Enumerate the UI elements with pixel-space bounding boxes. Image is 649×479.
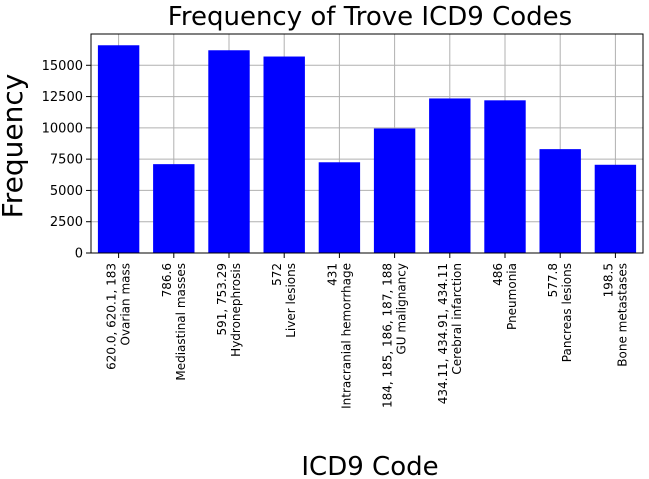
y-tick-label: 12500 bbox=[42, 90, 83, 105]
bar bbox=[97, 45, 140, 254]
x-tick-name: Bone metastases bbox=[615, 263, 629, 367]
x-tick-code: 620.0, 620.1, 183 bbox=[105, 263, 119, 370]
bar bbox=[429, 98, 471, 253]
y-tick-label: 0 bbox=[75, 247, 83, 262]
bar bbox=[539, 149, 581, 253]
x-tick-code: 198.5 bbox=[601, 263, 615, 297]
bar bbox=[153, 164, 195, 253]
x-tick-label: 198.5 Bone metastases bbox=[601, 263, 629, 367]
x-tick-name: Mediastinal masses bbox=[174, 263, 188, 381]
x-tick-name: Pancreas lesions bbox=[560, 263, 574, 362]
x-tick-code: 434.11, 434.91, 434.11 bbox=[436, 263, 450, 404]
x-tick-code: 786.6 bbox=[160, 263, 174, 297]
x-tick-label: 572 Liver lesions bbox=[270, 263, 298, 338]
x-tick-name: Liver lesions bbox=[284, 263, 298, 338]
y-tick-label: 5000 bbox=[50, 184, 83, 199]
x-tick-code: 591, 753.29 bbox=[215, 263, 229, 336]
x-tick-code: 572 bbox=[270, 263, 284, 286]
x-tick-name: Intracranial hemorrhage bbox=[339, 263, 353, 409]
y-tick-label: 10000 bbox=[42, 121, 83, 136]
bar bbox=[484, 100, 526, 253]
x-tick-name: GU malignancy bbox=[395, 263, 409, 355]
x-tick-label: 434.11, 434.91, 434.11 Cerebral infarctio… bbox=[436, 263, 464, 404]
x-tick-code: 431 bbox=[325, 263, 339, 286]
x-axis-ticks: 620.0, 620.1, 183 Ovarian mass 786.6 Medias… bbox=[105, 253, 629, 409]
x-tick-code: 184, 185, 186, 187, 188 bbox=[381, 263, 395, 408]
x-tick-label: 786.6 Mediastinal masses bbox=[160, 263, 188, 381]
x-tick-code: 486 bbox=[491, 263, 505, 286]
bar bbox=[594, 164, 637, 253]
chart-title: Frequency of Trove ICD9 Codes bbox=[168, 2, 572, 32]
x-tick-code: 577.8 bbox=[546, 263, 560, 297]
bar bbox=[373, 128, 416, 253]
y-axis-ticks: 0 2500 5000 7500 10000 12500 15000 bbox=[42, 59, 91, 262]
plot-frame bbox=[90, 33, 644, 254]
y-tick-label: 7500 bbox=[50, 153, 83, 168]
bar bbox=[263, 56, 305, 254]
x-tick-label: 486 Pneumonia bbox=[491, 263, 519, 330]
y-tick-label: 15000 bbox=[42, 59, 83, 74]
y-axis-label: Frequency bbox=[0, 74, 29, 219]
x-tick-label: 620.0, 620.1, 183 Ovarian mass bbox=[105, 263, 133, 370]
y-tick-label: 2500 bbox=[50, 215, 83, 230]
x-tick-name: Pneumonia bbox=[505, 263, 519, 330]
x-tick-name: Hydronephrosis bbox=[229, 263, 243, 357]
x-tick-name: Cerebral infarction bbox=[450, 263, 464, 375]
bars bbox=[97, 45, 637, 254]
x-axis-label: ICD9 Code bbox=[301, 452, 438, 479]
bar bbox=[208, 50, 250, 253]
x-tick-label: 184, 185, 186, 187, 188 GU malignancy bbox=[381, 263, 409, 408]
bar bbox=[318, 162, 361, 253]
x-tick-label: 591, 753.29 Hydronephrosis bbox=[215, 263, 243, 357]
x-tick-label: 431 Intracranial hemorrhage bbox=[325, 263, 353, 409]
x-tick-name: Ovarian mass bbox=[119, 263, 133, 346]
x-tick-label: 577.8 Pancreas lesions bbox=[546, 263, 574, 362]
